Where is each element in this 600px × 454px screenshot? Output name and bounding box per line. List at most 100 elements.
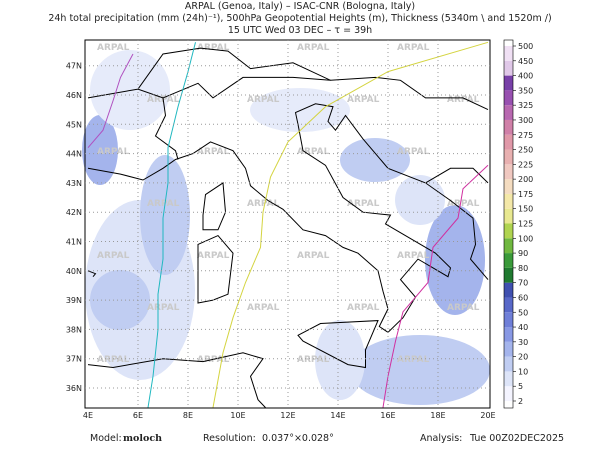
- lat-tick-label: 45N: [66, 120, 82, 129]
- precipitation-field: [82, 50, 490, 405]
- colorbar-swatch: [504, 223, 513, 239]
- colorbar-label: 5: [518, 382, 523, 391]
- colorbar-label: 400: [518, 72, 533, 81]
- thickness-line: [382, 164, 489, 408]
- watermark: ARPAL: [97, 355, 130, 365]
- colorbar-frame: [503, 39, 514, 409]
- colorbar-label: 175: [518, 190, 533, 199]
- watermark: ARPAL: [347, 95, 380, 105]
- watermark: ARPAL: [347, 199, 380, 209]
- colorbar-label: 40: [518, 323, 528, 332]
- footer-value: moloch: [123, 433, 162, 444]
- colorbar-label: 500: [518, 42, 533, 51]
- lon-tick-label: 18E: [430, 411, 445, 420]
- header-line: 15 UTC Wed 03 DEC – τ = 39h: [228, 25, 372, 36]
- colorbar-label: 275: [518, 131, 533, 140]
- footer-label: Model:: [90, 433, 122, 444]
- lat-tick-label: 39N: [66, 296, 82, 305]
- lat-tick-label: 36N: [66, 384, 82, 393]
- precip-area: [340, 138, 410, 182]
- thickness-line: [87, 53, 134, 149]
- header-line: ARPAL (Genoa, Italy) – ISAC-CNR (Bologna…: [185, 1, 415, 12]
- colorbar-label: 325: [518, 101, 533, 110]
- coastline: [202, 182, 227, 231]
- colorbar-swatch: [504, 193, 513, 209]
- colorbar-swatch: [504, 90, 513, 106]
- watermark: ARPAL: [297, 355, 330, 365]
- watermark: ARPAL: [247, 199, 280, 209]
- watermark: ARPAL: [97, 251, 130, 261]
- watermark: ARPAL: [297, 43, 330, 53]
- colorbar-swatch: [504, 371, 513, 387]
- watermark: ARPAL: [147, 199, 180, 209]
- lat-tick-label: 40N: [66, 267, 82, 276]
- watermark: ARPAL: [447, 303, 480, 313]
- colorbar-swatch: [504, 356, 513, 372]
- colorbar-label: 2: [518, 397, 523, 406]
- lat-tick-label: 43N: [66, 179, 82, 188]
- colorbar-label: 450: [518, 57, 533, 66]
- precip-area: [90, 270, 150, 330]
- colorbar-label: 125: [518, 220, 533, 229]
- colorbar-label: 70: [518, 279, 528, 288]
- watermark: ARPAL: [397, 355, 430, 365]
- colorbar-label: 30: [518, 338, 528, 347]
- coastline: [87, 352, 266, 408]
- precip-area: [350, 335, 490, 405]
- lat-tick-label: 47N: [66, 62, 82, 71]
- header-line: 24h total precipitation (mm (24h)⁻¹), 50…: [48, 13, 551, 24]
- colorbar-label: 225: [518, 160, 533, 169]
- precip-area: [90, 50, 170, 130]
- colorbar-swatch: [504, 75, 513, 91]
- watermark: ARPAL: [297, 251, 330, 261]
- watermark: ARPAL: [197, 147, 230, 157]
- colorbar-swatch: [504, 105, 513, 120]
- lon-tick-label: 12E: [280, 411, 295, 420]
- watermark: ARPAL: [97, 43, 130, 53]
- watermark: ARPAL: [247, 95, 280, 105]
- lon-tick-label: 4E: [83, 411, 93, 420]
- colorbar-swatch: [504, 386, 513, 401]
- watermark: ARPAL: [297, 147, 330, 157]
- precip-area: [82, 115, 118, 185]
- coastline: [87, 270, 97, 278]
- colorbar-label: 60: [518, 293, 528, 302]
- footer-label: Analysis:: [420, 433, 462, 444]
- colorbar-label: 200: [518, 175, 533, 184]
- precip-area: [140, 155, 190, 275]
- footer-label: Resolution:: [203, 433, 256, 444]
- colorbar-swatch: [504, 164, 513, 180]
- watermark: ARPAL: [447, 199, 480, 209]
- lat-tick-label: 38N: [66, 325, 82, 334]
- colorbar-label: 90: [518, 249, 528, 258]
- colorbar-label: 20: [518, 353, 528, 362]
- colorbar-label: 80: [518, 264, 528, 273]
- lon-tick-label: 10E: [230, 411, 245, 420]
- colorbar-swatch: [504, 267, 513, 283]
- coastline: [162, 76, 331, 99]
- lat-tick-label: 37N: [66, 355, 82, 364]
- watermark: ARPAL: [197, 355, 230, 365]
- colorbar-label: 50: [518, 308, 528, 317]
- watermark: ARPAL: [397, 251, 430, 261]
- colorbar-swatch: [504, 327, 513, 342]
- colorbar-swatch: [504, 179, 513, 194]
- coastline: [197, 234, 234, 304]
- colorbar-swatch: [504, 312, 513, 328]
- lon-tick-label: 16E: [380, 411, 395, 420]
- colorbar-swatch: [504, 149, 513, 165]
- lat-tick-label: 44N: [66, 150, 82, 159]
- lon-tick-label: 20E: [480, 411, 495, 420]
- watermark: ARPAL: [197, 43, 230, 53]
- watermark: ARPAL: [97, 147, 130, 157]
- lon-tick-label: 8E: [183, 411, 193, 420]
- lon-tick-label: 6E: [133, 411, 143, 420]
- colorbar-label: 150: [518, 205, 533, 214]
- colorbar-swatch: [504, 208, 513, 224]
- colorbar-swatch: [504, 134, 513, 150]
- lat-tick-label: 42N: [66, 208, 82, 217]
- footer-value: 0.037°×0.028°: [262, 433, 334, 444]
- lat-tick-label: 41N: [66, 238, 82, 247]
